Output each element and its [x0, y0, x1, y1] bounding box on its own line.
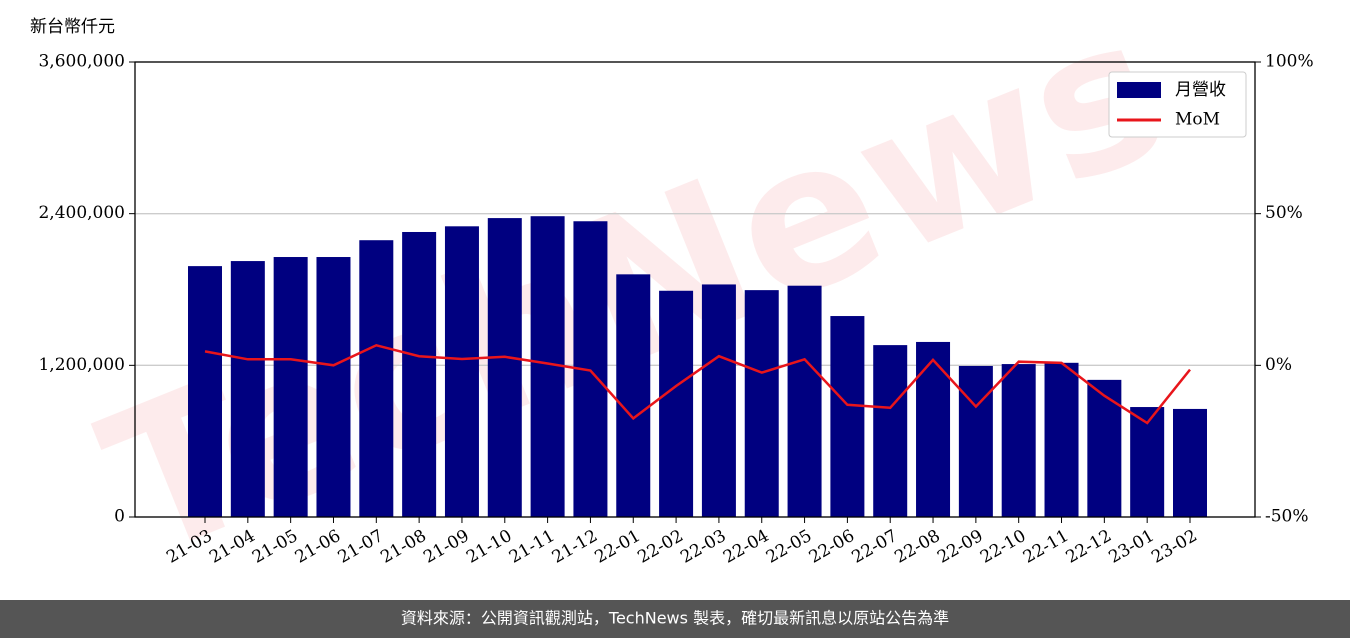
bar — [316, 257, 351, 517]
y-tick-label: 1,200,000 — [38, 355, 125, 375]
bar — [1087, 379, 1122, 517]
y-tick-label: 2,400,000 — [38, 203, 125, 223]
y2-tick-label: -50% — [1265, 507, 1309, 527]
y-axis-label: 新台幣仟元 — [30, 17, 115, 37]
bar — [359, 240, 394, 518]
line — [204, 343, 1191, 425]
bar — [230, 261, 265, 517]
bar — [188, 266, 222, 517]
bar — [830, 316, 865, 517]
bar — [444, 226, 479, 518]
bar — [1001, 364, 1036, 517]
legend-label: 月營收 — [1175, 80, 1226, 100]
footer-bar — [0, 600, 1350, 638]
y2-tick-label: 100% — [1265, 52, 1314, 72]
bar — [616, 274, 651, 517]
bar — [787, 285, 822, 517]
bar — [873, 345, 908, 517]
footer: 資料來源：公開資訊觀測站，TechNews 製表，確切最新訊息以原站公告為準 — [401, 609, 949, 628]
y-tick-label: 0 — [114, 507, 125, 527]
legend-label: MoM — [1175, 110, 1220, 130]
y2-tick-label: 50% — [1265, 203, 1303, 223]
bar — [744, 290, 779, 517]
bar — [1130, 407, 1165, 517]
bar — [701, 284, 736, 517]
bar — [1173, 408, 1207, 517]
bar — [487, 218, 522, 517]
bar — [659, 290, 694, 517]
bar — [273, 257, 308, 517]
bar — [958, 365, 993, 517]
bar — [916, 341, 951, 517]
bar — [402, 231, 437, 518]
y-tick-label: 3,600,000 — [38, 52, 125, 72]
bar — [1044, 362, 1079, 517]
y2-tick-label: 0% — [1265, 355, 1292, 375]
legend-swatch — [1117, 82, 1161, 98]
plot-frame — [134, 61, 1256, 518]
